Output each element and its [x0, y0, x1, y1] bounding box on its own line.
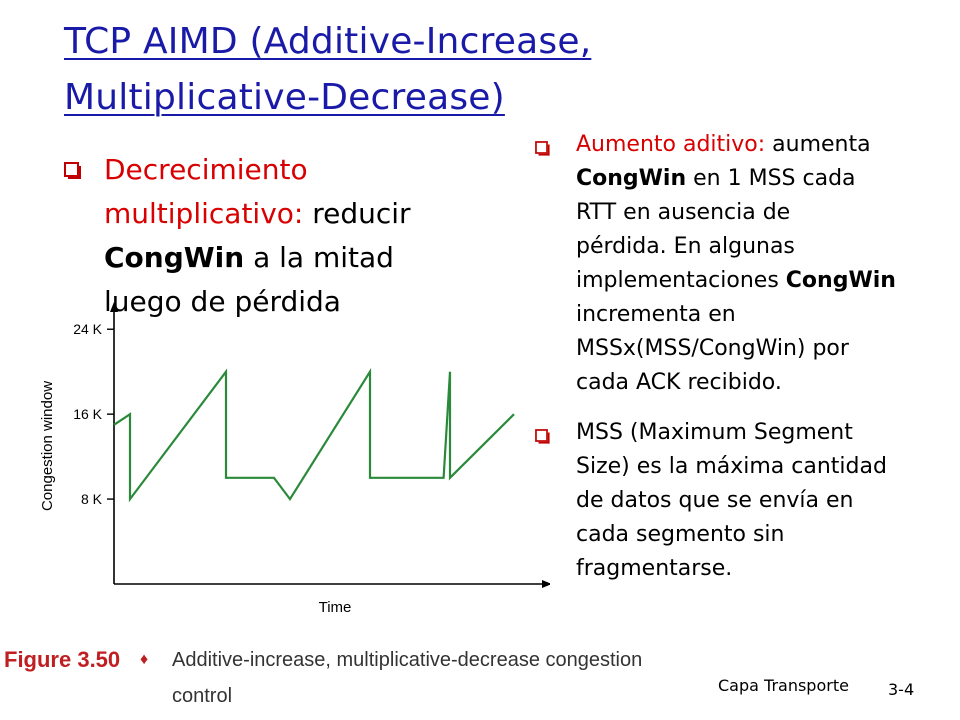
slide-title-line-2: Multiplicative-Decrease) [64, 77, 505, 118]
right-bullet-text: aumenta [765, 132, 871, 157]
page-number: 3-4 [888, 680, 915, 699]
left-bullet-text-2: reducir [303, 197, 411, 230]
right-bullet-bold-congwin: CongWin [785, 268, 896, 293]
left-bullet-text: Decrecimiento multiplicativo: reducir Co… [104, 148, 524, 324]
right-bullet-text: MSSx(MSS/CongWin) por [576, 336, 849, 361]
right-bullet-text: Size) es la máxima cantidad [576, 454, 887, 479]
congestion-window-series [113, 367, 515, 503]
right-bullet-text: incrementa en [576, 302, 736, 327]
right-bullet-text: implementaciones [576, 268, 786, 293]
right-bullet-text: fragmentarse. [576, 556, 733, 581]
right-bullet-text: de datos que se envía en [576, 488, 854, 513]
right-bullet-text: cada segmento sin [576, 522, 785, 547]
chart-axes [110, 302, 550, 588]
bullet-square-icon [64, 162, 81, 179]
right-bullet-text: en 1 MSS cada [686, 166, 856, 191]
figure-caption: Figure 3.50 ♦ Additive-increase, multipl… [0, 642, 700, 707]
right-bullet-highlight: Aumento aditivo: [576, 132, 766, 157]
footer-section-label: Capa Transporte [718, 676, 849, 695]
left-bullet-highlight-2: multiplicativo: [104, 197, 304, 230]
bullet-square-icon [535, 141, 550, 156]
y-tick-label: 24 K [73, 321, 102, 337]
y-axis-arrow-icon [110, 302, 118, 312]
y-axis-label: Congestion window [39, 381, 56, 511]
figure-description: Additive-increase, multiplicative-decrea… [172, 649, 643, 707]
right-bullet-text: cada ACK recibido. [576, 370, 782, 395]
right-bullet-text: pérdida. En algunas [576, 234, 795, 259]
x-axis-arrow-icon [542, 580, 550, 588]
congestion-window-chart: 8 K 16 K 24 K Time Congestion window [39, 302, 550, 616]
diamond-icon: ♦ [140, 651, 149, 668]
left-bullet-bold-congwin: CongWin [104, 241, 245, 274]
slide-title: TCP AIMD (Additive-Increase, Multiplicat… [64, 14, 924, 126]
left-bullet-highlight-1: Decrecimiento [104, 153, 308, 186]
left-bullet-text-4: luego de pérdida [104, 285, 341, 318]
y-ticks: 8 K 16 K 24 K [73, 321, 114, 507]
right-bullet-bold-congwin: CongWin [576, 166, 687, 191]
right-bullet-text: MSS (Maximum Segment [576, 420, 853, 445]
y-tick-label: 16 K [73, 406, 102, 422]
bullet-square-icon [535, 429, 550, 444]
slide-title-line-1: TCP AIMD (Additive-Increase, [64, 21, 592, 62]
right-bullet-text: RTT en ausencia de [576, 200, 791, 225]
x-axis-label: Time [319, 599, 352, 616]
figure-number: Figure 3.50 [4, 647, 121, 672]
left-bullet-text-3: a la mitad [244, 241, 394, 274]
y-tick-label: 8 K [81, 491, 103, 507]
